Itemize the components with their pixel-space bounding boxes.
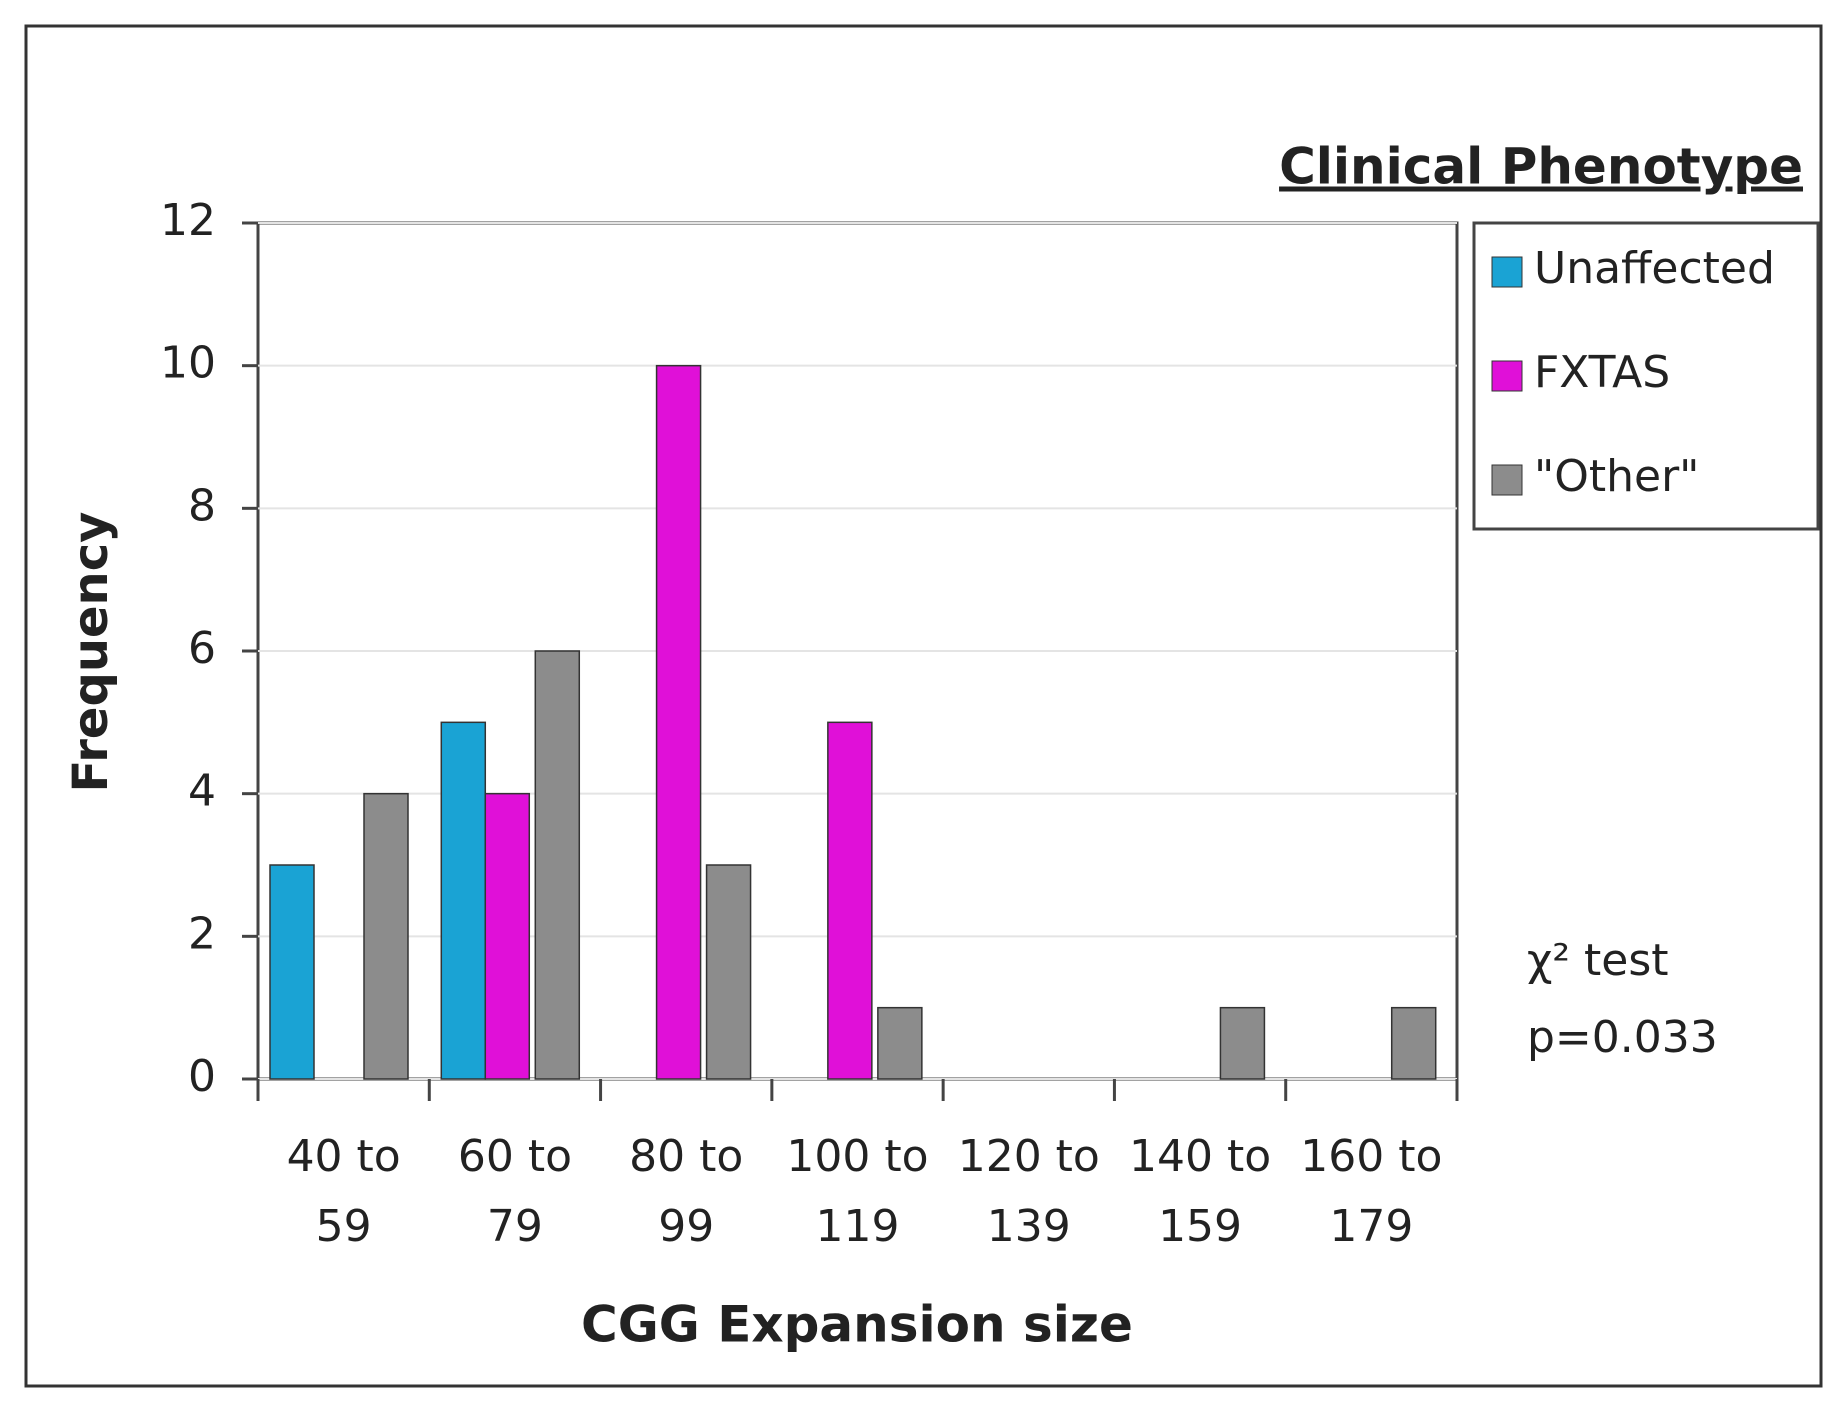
legend-label: Unaffected — [1534, 243, 1775, 294]
legend-swatch — [1491, 256, 1523, 288]
bar — [877, 1006, 923, 1080]
legend-swatch — [1491, 464, 1523, 496]
bar — [440, 721, 487, 1080]
bar — [534, 650, 581, 1080]
y-axis-title: Frequency — [63, 512, 119, 793]
bar — [827, 721, 873, 1080]
bar — [655, 364, 702, 1080]
legend-swatch — [1491, 360, 1523, 392]
x-tick-label: 60 to 79 — [457, 1131, 572, 1252]
x-tick-label: 100 to 119 — [786, 1131, 929, 1252]
bar — [484, 792, 531, 1080]
x-axis-title: CGG Expansion size — [581, 1296, 1133, 1354]
x-tick-label: 80 to 99 — [629, 1131, 744, 1252]
bar — [705, 864, 752, 1080]
x-tick-label: 40 to 59 — [286, 1131, 401, 1252]
y-tick-label: 4 — [188, 766, 216, 817]
bar — [269, 864, 315, 1080]
y-tick-label: 6 — [188, 623, 216, 674]
legend-title: Clinical Phenotype — [1279, 138, 1803, 196]
legend-label: FXTAS — [1534, 347, 1670, 398]
x-tick-label: 120 to 139 — [957, 1131, 1100, 1252]
bar — [1390, 1006, 1437, 1080]
legend-box — [1472, 221, 1820, 531]
annotation: p=0.033 — [1527, 1012, 1718, 1063]
y-tick-label: 8 — [188, 480, 216, 531]
y-tick-label: 2 — [188, 908, 216, 959]
annotation: χ² test — [1527, 935, 1669, 986]
frame — [24, 24, 1823, 1388]
bar — [363, 792, 409, 1080]
y-tick-label: 0 — [188, 1051, 216, 1102]
y-tick-label: 10 — [160, 338, 216, 389]
bar — [1219, 1006, 1266, 1080]
x-tick-label: 160 to 179 — [1300, 1131, 1443, 1252]
x-tick-label: 140 to 159 — [1128, 1131, 1272, 1252]
legend-label: "Other" — [1534, 451, 1699, 502]
y-tick-label: 12 — [160, 195, 216, 246]
